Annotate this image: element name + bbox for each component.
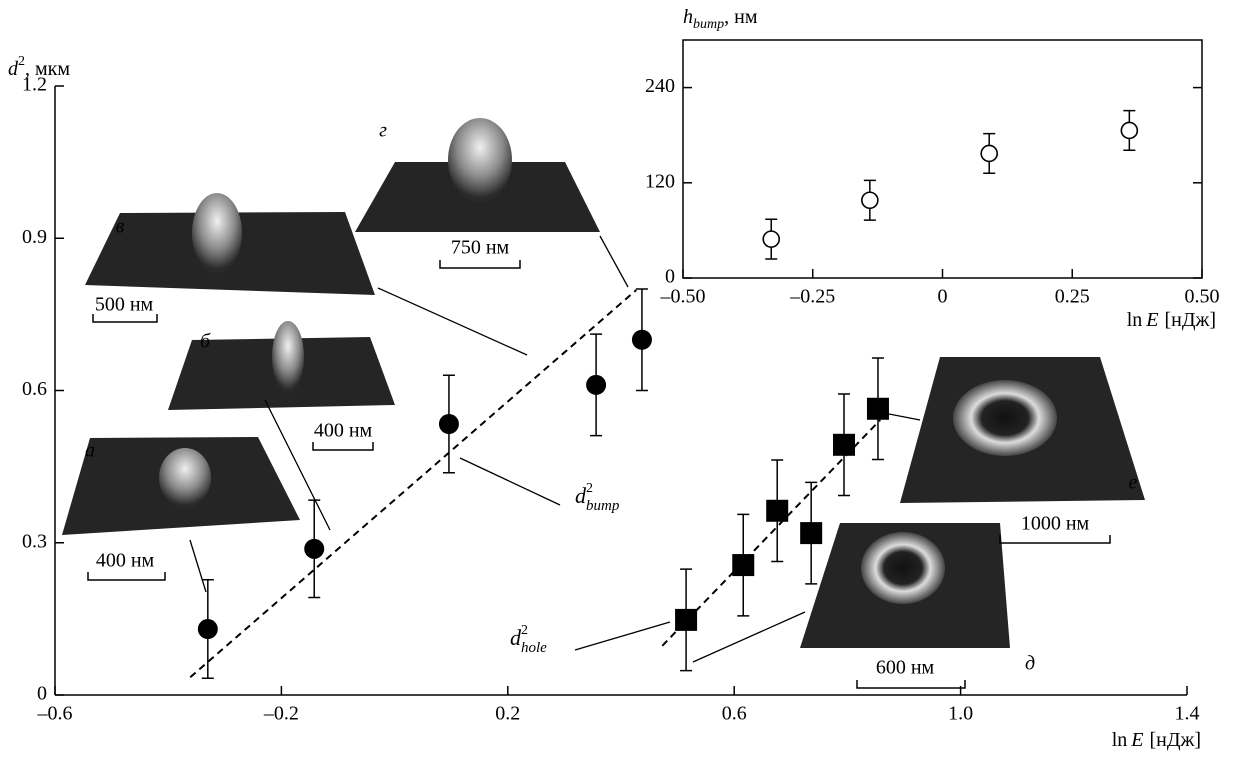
x-tick-label: –0.2 [263,703,299,725]
x-tick-label: 0.50 [1185,286,1220,308]
afm-bump [192,193,242,273]
marker [867,398,889,420]
scale-bar [440,260,520,268]
y-tick-label: 240 [645,75,675,97]
inset-letter: г [379,120,387,142]
inset-letter: а [85,440,95,462]
inset-letter: в [116,216,125,238]
scale-bar [1000,535,1110,543]
x-tick-label: –0.6 [37,703,73,725]
label-part: ln [1112,729,1128,751]
label-part: E [1130,729,1143,751]
marker [763,231,779,247]
y-tick-label: 0 [37,683,47,705]
x-tick-label: 0.6 [722,703,747,725]
afm-bump [272,321,304,393]
label-part: 2 [586,481,593,496]
axis-label: d2, мкм [8,54,70,79]
marker [675,609,697,631]
label-part: 2 [521,623,528,638]
label-part: , нм [724,6,758,28]
x-tick-label: 0 [938,286,948,308]
afm-bump [448,118,512,202]
scale-label: 750 нм [451,237,510,259]
label-part: ln [1127,309,1143,331]
y-tick-label: 0.9 [22,226,47,248]
marker [981,145,997,161]
scale-label: 400 нм [314,420,373,442]
scale-bar [313,442,373,450]
scale-label: 1000 нм [1021,513,1090,535]
label-part: [нДж] [1150,729,1201,751]
x-tick-label: –0.25 [789,286,835,308]
inset-frame [683,40,1202,278]
scale-label: 500 нм [95,294,154,316]
axis-label: hbump, нм [683,6,758,33]
x-tick-label: 0.2 [495,703,520,725]
scale-bar [857,680,965,688]
x-tick-label: –0.50 [660,286,706,308]
label-part: E [1145,309,1158,331]
marker [586,375,606,395]
label-part: , мкм [25,58,70,80]
marker [800,522,822,544]
y-tick-label: 0.6 [22,378,47,400]
label-part: bump [586,498,620,514]
afm-crater [953,380,1057,456]
label-part: [нДж] [1165,309,1216,331]
label-part: 2 [18,54,25,69]
afm-crater [861,532,945,604]
marker [304,539,324,559]
figure: –0.6–0.20.20.61.01.400.30.60.91.2lnE[нДж… [0,0,1250,762]
afm-bump [159,448,211,508]
scale-label: 400 нм [96,550,155,572]
scale-label: 600 нм [876,657,935,679]
label-part: hole [521,640,547,656]
x-tick-label: 1.4 [1175,703,1200,725]
marker [198,619,218,639]
y-tick-label: 120 [645,170,675,192]
label-part: h [683,6,693,28]
marker [1121,122,1137,138]
marker [833,434,855,456]
scale-bar [88,572,165,580]
marker [439,414,459,434]
label-part: bump [693,17,724,32]
marker [862,192,878,208]
x-tick-label: 1.0 [948,703,973,725]
inset-letter: б [200,331,211,353]
y-tick-label: 0 [665,266,675,288]
y-tick-label: 0.3 [22,530,47,552]
marker [632,330,652,350]
marker [766,500,788,522]
inset-letter: е [1129,472,1138,494]
marker [732,554,754,576]
x-tick-label: 0.25 [1055,286,1090,308]
inset-letter: д [1025,653,1035,675]
